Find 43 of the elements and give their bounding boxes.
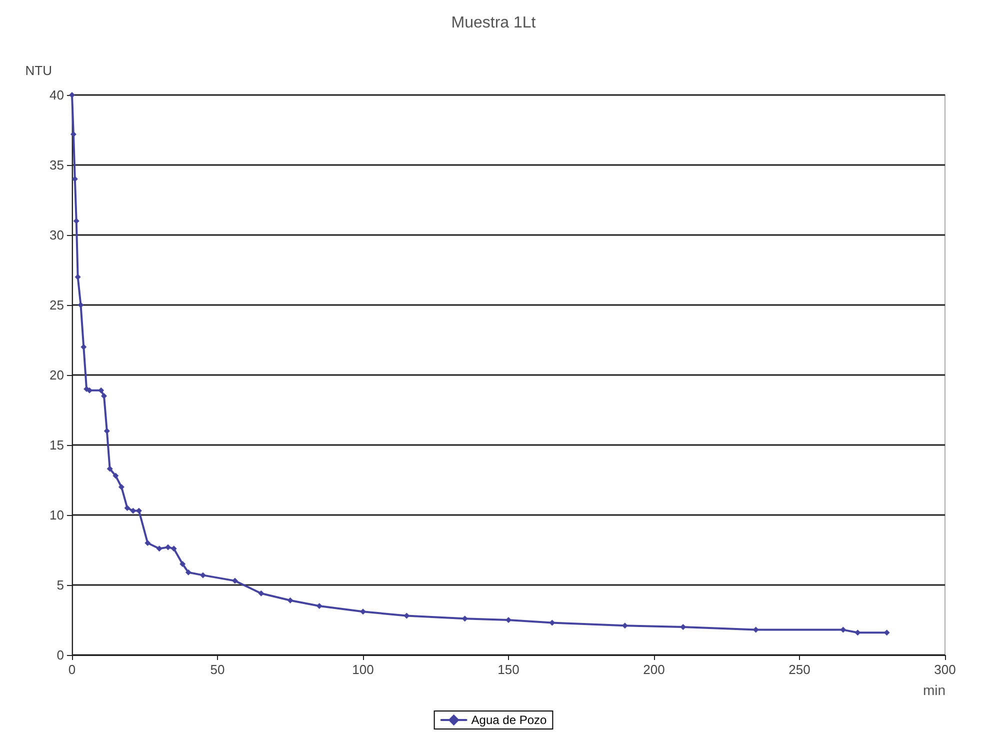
x-tick-label: 250 bbox=[788, 662, 810, 677]
point bbox=[144, 540, 151, 546]
point bbox=[112, 472, 119, 479]
point bbox=[200, 572, 206, 578]
point bbox=[98, 387, 104, 394]
point bbox=[69, 92, 75, 98]
y-tick-label: 30 bbox=[50, 228, 64, 242]
point bbox=[316, 603, 322, 609]
y-tick-label: 0 bbox=[56, 648, 64, 662]
y-tick-label: 35 bbox=[50, 158, 64, 172]
x-axis-title: min bbox=[923, 682, 946, 698]
x-tick-label: 100 bbox=[352, 662, 374, 677]
y-tick-label: 40 bbox=[50, 88, 64, 102]
point bbox=[73, 218, 80, 224]
y-tick-label: 10 bbox=[50, 508, 64, 522]
point bbox=[185, 569, 192, 576]
chart-title: Muestra 1Lt bbox=[451, 14, 536, 32]
x-tick-label: 50 bbox=[210, 662, 225, 677]
point bbox=[124, 505, 130, 511]
point bbox=[101, 393, 108, 399]
y-tick-label: 15 bbox=[50, 438, 64, 452]
point bbox=[506, 617, 512, 623]
point bbox=[170, 546, 177, 552]
point bbox=[78, 302, 84, 308]
x-tick-label: 200 bbox=[643, 662, 665, 677]
point bbox=[287, 597, 294, 604]
y-tick-label: 25 bbox=[50, 298, 64, 312]
point bbox=[232, 578, 238, 584]
x-tick-label: 0 bbox=[68, 662, 76, 677]
legend-label: Agua de Pozo bbox=[471, 713, 548, 727]
point bbox=[165, 544, 172, 550]
x-tick-label: 150 bbox=[498, 662, 520, 677]
point bbox=[360, 608, 366, 615]
y-axis-title: NTU bbox=[25, 63, 52, 78]
point bbox=[180, 561, 186, 567]
y-tick-label: 20 bbox=[50, 368, 64, 382]
point bbox=[118, 484, 124, 490]
point bbox=[74, 274, 81, 280]
x-tick-label: 300 bbox=[934, 662, 956, 677]
point bbox=[258, 590, 264, 596]
point bbox=[104, 428, 110, 434]
point bbox=[156, 546, 162, 552]
y-tick-label: 5 bbox=[56, 578, 64, 592]
